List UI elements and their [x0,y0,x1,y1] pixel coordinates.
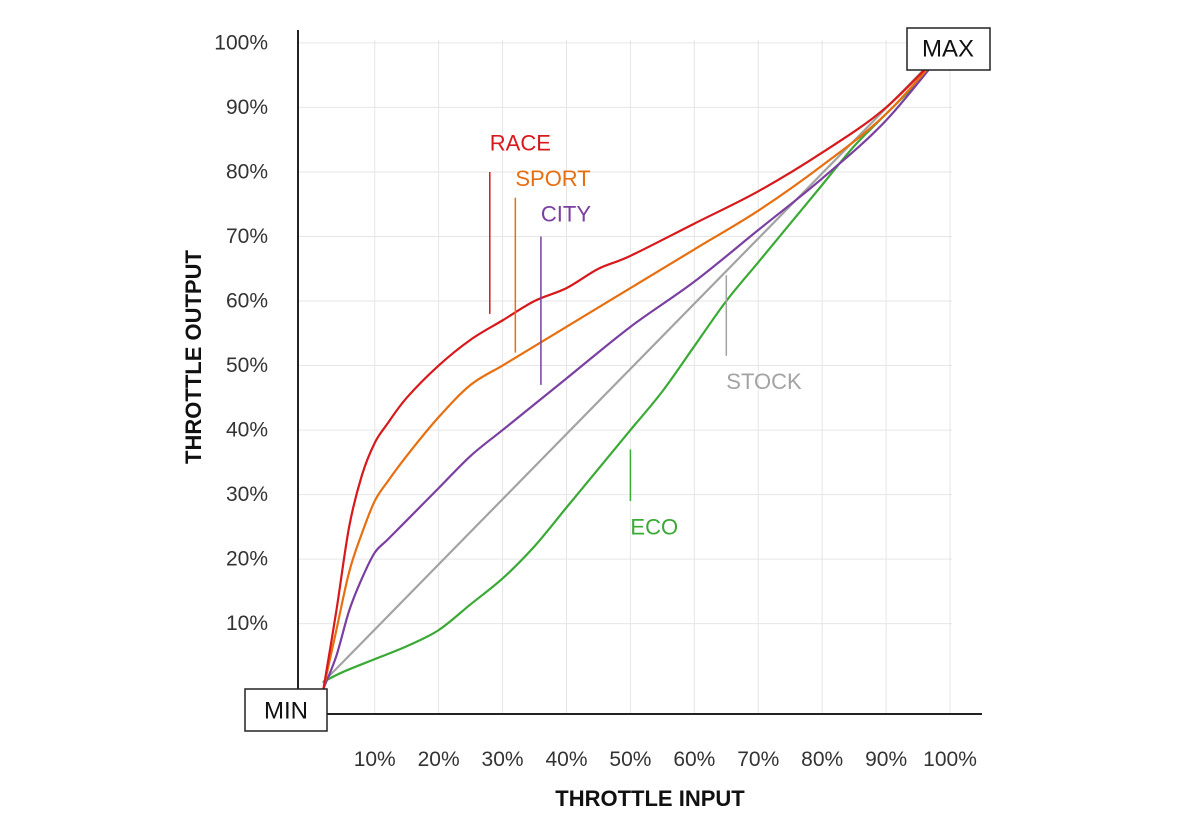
y-tick-label: 10% [226,612,268,635]
max-box [906,27,991,71]
grid [298,40,952,714]
series-labels: RACE SPORT CITY STOCK ECO [490,130,802,539]
y-tick-label: 40% [226,419,268,442]
y-tick-label: 60% [226,290,268,313]
corner-labels: MIN MAX [244,27,991,732]
y-axis-title: THROTTLE OUTPUT [181,250,206,464]
series-label-race: RACE [490,130,551,155]
series-label-eco: ECO [630,514,678,539]
x-tick-label: 100% [923,748,977,771]
tick-labels: 10% 20% 30% 40% 50% 60% 70% 80% 90% 100% 10% 20% 30%… [214,31,977,771]
x-tick-label: 80% [801,748,843,771]
y-tick-label: 70% [226,225,268,248]
y-tick-label: 90% [226,96,268,119]
y-tick-label: 50% [226,354,268,377]
series-leader-lines [489,171,728,502]
x-tick-label: 70% [737,748,779,771]
series-lines [322,41,952,690]
series-label-city: CITY [541,201,591,226]
x-tick-label: 50% [609,748,651,771]
y-tick-label: 20% [226,548,268,571]
series-line-race [322,41,952,690]
max-label: MAX [922,36,974,63]
axes [297,30,982,715]
series-line-eco [322,41,952,683]
x-tick-label: 20% [418,748,460,771]
min-box [244,688,328,732]
y-tick-label: 80% [226,160,268,183]
x-axis-title: THROTTLE INPUT [555,786,745,811]
series-label-sport: SPORT [515,166,590,191]
x-tick-label: 30% [482,748,524,771]
series-line-city [322,41,952,690]
series-line-sport [322,41,952,690]
x-tick-label: 90% [865,748,907,771]
y-tick-label: 100% [214,31,268,54]
x-tick-label: 10% [354,748,396,771]
y-tick-label: 30% [226,483,268,506]
series-label-stock: STOCK [726,369,802,394]
x-tick-label: 40% [545,748,587,771]
x-tick-label: 60% [673,748,715,771]
series-line-stock [322,41,952,683]
min-label: MIN [264,698,308,725]
